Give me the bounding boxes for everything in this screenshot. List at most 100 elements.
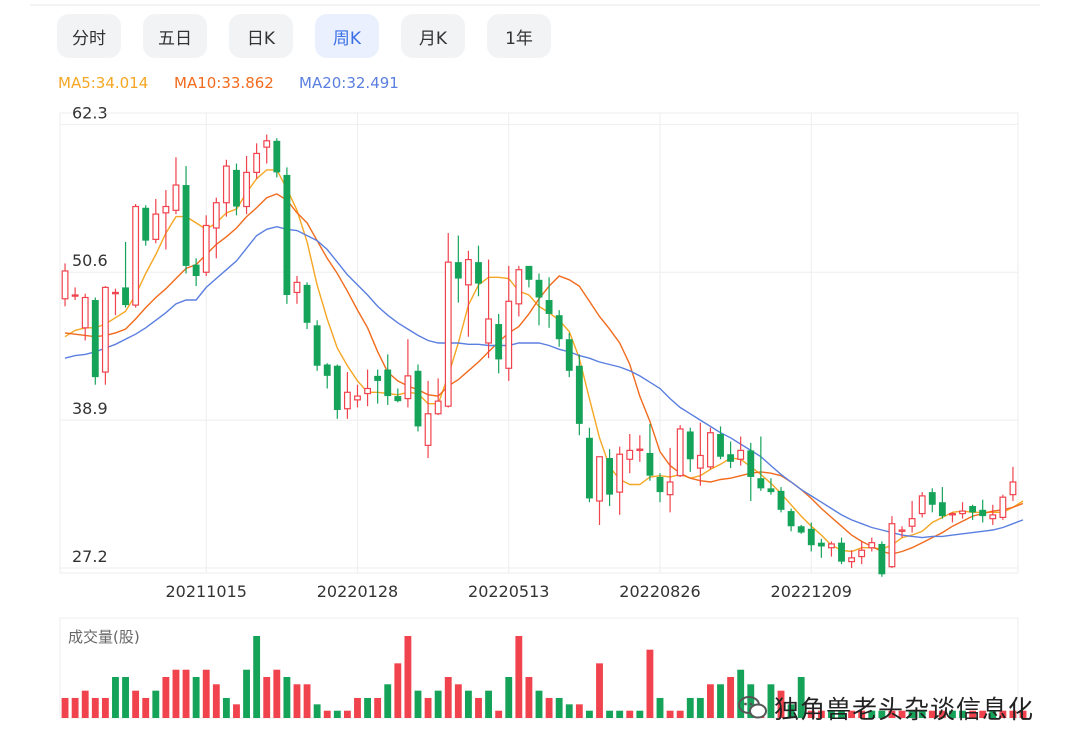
volume-bar [81,690,89,718]
candle-body-down [233,169,240,207]
volume-bar [303,684,311,718]
volume-bar [323,710,331,718]
ma20-legend: MA20:32.491 [299,74,399,92]
volume-bar [606,710,614,718]
candle-body-down [535,279,543,298]
moving-average-lines [64,169,1024,555]
volume-bar [596,663,603,718]
x-tick-label: 20220826 [619,582,700,601]
candle-body-down [727,454,735,462]
candle-body-up [858,549,866,558]
volume-bar [848,710,856,718]
volume-bar [515,636,523,718]
candle-body-down [313,325,321,366]
tab-monthly-k[interactable]: 月K [401,14,465,58]
candle-body-up [444,261,452,407]
candle-body-up [616,453,624,493]
volume-bar [807,710,815,718]
candle-body-up [61,270,69,300]
candle-body-up [707,432,714,468]
candle-body-down [777,490,785,510]
tab-intraday[interactable]: 分时 [57,14,121,58]
volume-bar [535,690,543,718]
candle-body-down [807,528,815,546]
candle-body-up [243,171,250,208]
volume-bar [384,684,392,718]
candle-body-down [686,431,694,460]
candle-body-down [303,284,311,323]
volume-bar [838,710,845,718]
volume-bar [414,690,422,718]
period-tabs: 分时 五日 日K 周K 月K 1年 [57,14,551,58]
candle-body-up [898,529,906,532]
candle-body-up [81,296,89,329]
volume-bar [293,684,301,718]
candle-body-up [202,224,210,273]
candle-body-up [253,152,261,173]
x-tick-label: 20220128 [317,582,398,601]
candle-body-up [404,375,412,400]
volume-bar [374,697,382,718]
volume-bar [918,710,926,718]
ma5-line [64,169,1024,553]
tab-weekly-k[interactable]: 周K [315,14,379,58]
volume-bar [777,690,785,718]
tab-five-day[interactable]: 五日 [143,14,207,58]
volume-bar [616,710,624,718]
candle-body-down [454,262,462,279]
volume-bar [969,710,977,718]
candle-body-up [636,448,644,452]
volume-bar [938,710,946,718]
candle-body-down [969,506,977,513]
candle-body-down [283,174,291,295]
candle-body-up [737,449,745,460]
plot-frame [59,112,1019,574]
volume-bar [747,684,755,718]
volume-bar [132,690,140,718]
candles [61,134,1017,577]
candle-body-down [606,458,614,495]
candle-body-up [354,395,361,401]
volume-bar [192,677,200,718]
candle-body-up [485,318,493,344]
volume-bar [525,677,533,718]
watermark-text: 独角兽老头杂谈信息化 [774,695,1035,724]
candle-body-up [989,514,997,520]
candle-body-up [626,449,634,460]
volume-bar [333,710,341,718]
x-tick-label: 20220513 [468,582,549,601]
candle-body-down [767,488,775,493]
volume-bar [828,710,835,718]
volume-bar [222,697,230,718]
tab-one-year[interactable]: 1年 [487,14,551,58]
candle-body-down [555,315,563,340]
candle-body-down [525,265,533,280]
ma10-legend: MA10:33.862 [174,74,274,92]
candle-body-up [222,165,230,204]
candle-body-up [263,140,271,148]
y-tick-label: 27.2 [72,547,108,566]
tab-daily-k[interactable]: 日K [229,14,293,58]
volume-bar [122,677,129,718]
candle-body-up [676,428,684,477]
candle-body-down [91,300,99,378]
y-tick-label: 38.9 [72,399,108,418]
volume-bar [999,710,1007,718]
volume-bar [343,710,351,718]
candle-body-down [797,526,805,533]
volume-bar [666,710,674,718]
candle-body-up [71,294,79,297]
volume-bar [908,710,916,718]
volume-bar [464,690,472,718]
volume-bar [585,710,593,718]
volume-bar [676,710,684,718]
volume-bar [888,710,896,718]
candle-body-up [959,510,966,515]
volume-bar [575,704,583,718]
volume-bar [495,710,503,718]
candle-body-down [817,542,825,547]
candle-body-down [142,207,150,241]
candle-body-up [918,495,926,515]
candle-body-down [192,264,200,277]
volume-bar [797,677,805,718]
